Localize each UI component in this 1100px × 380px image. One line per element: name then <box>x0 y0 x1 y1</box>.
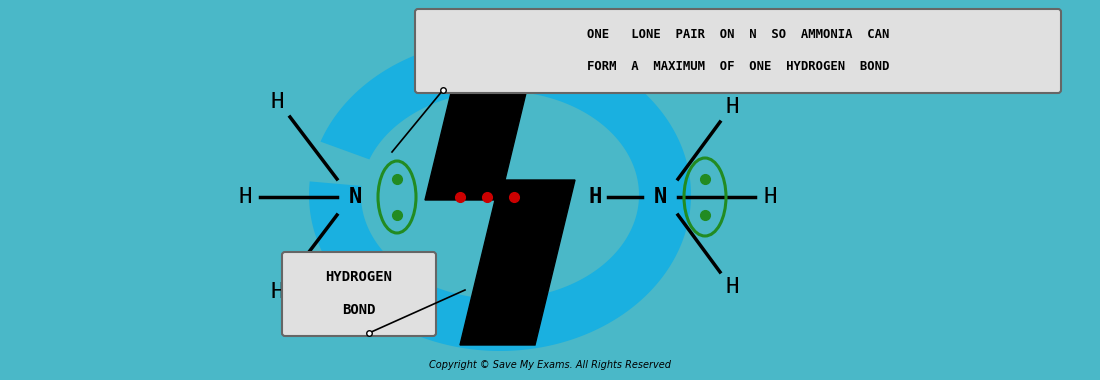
Text: H: H <box>239 187 252 207</box>
Text: HYDROGEN: HYDROGEN <box>326 270 393 284</box>
FancyBboxPatch shape <box>415 9 1062 93</box>
FancyBboxPatch shape <box>282 252 436 336</box>
Text: H: H <box>271 282 284 302</box>
Text: ONE   LONE  PAIR  ON  N  SO  AMMONIA  CAN: ONE LONE PAIR ON N SO AMMONIA CAN <box>586 27 889 41</box>
Polygon shape <box>425 35 575 345</box>
Text: N: N <box>349 187 362 207</box>
Polygon shape <box>320 39 691 195</box>
Text: H: H <box>271 92 284 112</box>
Text: H: H <box>588 187 602 207</box>
Text: N: N <box>653 187 667 207</box>
Text: H: H <box>763 187 777 207</box>
Text: H: H <box>725 97 739 117</box>
Polygon shape <box>309 181 691 351</box>
Text: FORM  A  MAXIMUM  OF  ONE  HYDROGEN  BOND: FORM A MAXIMUM OF ONE HYDROGEN BOND <box>586 60 889 73</box>
Text: BOND: BOND <box>342 303 376 317</box>
Text: H: H <box>725 277 739 297</box>
Text: Copyright © Save My Exams. All Rights Reserved: Copyright © Save My Exams. All Rights Re… <box>429 360 671 370</box>
